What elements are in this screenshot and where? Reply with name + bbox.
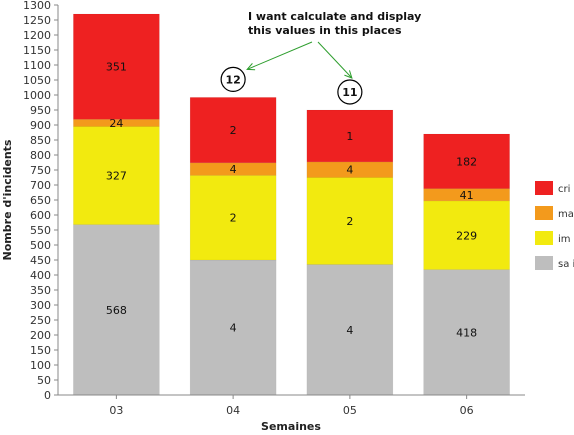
data-label: 24 bbox=[109, 117, 123, 130]
arrow-head bbox=[344, 70, 353, 79]
annotation: I want calculate and display this values… bbox=[246, 10, 421, 79]
total-label: 12 bbox=[225, 73, 240, 86]
bar-segment bbox=[189, 97, 277, 164]
legend-label: ma bbox=[558, 209, 574, 220]
x-tick-label: 06 bbox=[460, 404, 474, 417]
data-label: 4 bbox=[346, 164, 353, 177]
legend-swatch bbox=[535, 206, 553, 220]
bar-segment bbox=[306, 264, 394, 396]
y-tick-label: 1250 bbox=[23, 14, 51, 27]
y-tick-label: 1200 bbox=[23, 29, 51, 42]
y-tick-label: 800 bbox=[30, 149, 51, 162]
y-tick-label: 200 bbox=[30, 329, 51, 342]
legend-label: im bbox=[558, 234, 571, 245]
total-circle bbox=[220, 66, 246, 93]
bar-segment bbox=[189, 259, 277, 396]
y-tick-label: 300 bbox=[30, 299, 51, 312]
data-label: 4 bbox=[346, 324, 353, 337]
x-tick-label: 03 bbox=[109, 404, 123, 417]
y-tick-label: 100 bbox=[30, 359, 51, 372]
y-tick-label: 350 bbox=[30, 284, 51, 297]
legend-swatch bbox=[535, 181, 553, 195]
y-tick-label: 450 bbox=[30, 254, 51, 267]
data-label: 4 bbox=[230, 163, 237, 176]
axes: 0501001502002503003504004505005506006507… bbox=[23, 0, 525, 417]
y-tick-label: 950 bbox=[30, 104, 51, 117]
bar-segment bbox=[189, 175, 277, 261]
x-axis-title: Semaines bbox=[261, 420, 321, 433]
bar-segment bbox=[423, 133, 510, 189]
total-label: 11 bbox=[342, 86, 357, 99]
legend-label: sa im bbox=[558, 259, 574, 270]
data-label: 41 bbox=[460, 189, 474, 202]
arrow-head bbox=[246, 63, 256, 71]
total-markers: 12 11 bbox=[220, 66, 363, 105]
data-label: 568 bbox=[106, 304, 127, 317]
y-axis-title: Nombre d'incidents bbox=[1, 139, 14, 260]
data-label: 229 bbox=[456, 229, 477, 242]
data-label: 4 bbox=[230, 322, 237, 335]
y-tick-label: 1300 bbox=[23, 0, 51, 12]
bar-stack-06: 418 229 41 182 bbox=[423, 133, 510, 396]
annotation-line-1: I want calculate and display bbox=[248, 10, 421, 23]
total-circle bbox=[337, 79, 363, 105]
y-tick-label: 400 bbox=[30, 269, 51, 282]
bar-stack-05: 4 2 4 1 bbox=[306, 109, 394, 396]
annotation-arrow bbox=[246, 41, 313, 70]
data-label: 418 bbox=[456, 326, 477, 339]
data-label: 2 bbox=[346, 215, 353, 228]
y-tick-label: 750 bbox=[30, 164, 51, 177]
bar-segment bbox=[306, 177, 394, 265]
y-tick-label: 1000 bbox=[23, 89, 51, 102]
annotation-arrow bbox=[317, 41, 353, 79]
y-tick-label: 850 bbox=[30, 134, 51, 147]
y-tick-label: 900 bbox=[30, 119, 51, 132]
legend-swatch bbox=[535, 256, 553, 270]
y-tick-label: 150 bbox=[30, 344, 51, 357]
annotation-line-2: this values in this places bbox=[248, 24, 402, 37]
data-label: 182 bbox=[456, 155, 477, 168]
y-tick-label: 700 bbox=[30, 179, 51, 192]
bar-stack-04: 4 2 4 2 bbox=[189, 97, 277, 396]
y-tick-label: 250 bbox=[30, 314, 51, 327]
bar-segment bbox=[73, 126, 160, 225]
data-label: 1 bbox=[346, 130, 353, 143]
y-tick-label: 650 bbox=[30, 194, 51, 207]
y-tick-label: 50 bbox=[37, 374, 51, 387]
bar-segment bbox=[73, 224, 160, 396]
data-label: 327 bbox=[106, 170, 127, 183]
legend: cri ma ma im sa im bbox=[535, 181, 574, 270]
x-tick-label: 05 bbox=[343, 404, 357, 417]
bar-segment bbox=[73, 13, 160, 120]
y-tick-label: 600 bbox=[30, 209, 51, 222]
y-tick-label: 1100 bbox=[23, 59, 51, 72]
bar-stack-03: 568 327 24 351 bbox=[73, 13, 160, 396]
y-tick-label: 550 bbox=[30, 224, 51, 237]
data-label: 351 bbox=[106, 61, 127, 74]
y-tick-label: 1150 bbox=[23, 44, 51, 57]
bar-segment bbox=[423, 200, 510, 270]
y-tick-label: 500 bbox=[30, 239, 51, 252]
data-label: 2 bbox=[230, 212, 237, 225]
data-label: 2 bbox=[230, 124, 237, 137]
x-tick-label: 04 bbox=[226, 404, 240, 417]
y-tick-label: 0 bbox=[44, 389, 51, 402]
bar-segment bbox=[306, 109, 394, 163]
legend-label: cri ma bbox=[558, 184, 574, 195]
y-tick-label: 1050 bbox=[23, 74, 51, 87]
legend-swatch bbox=[535, 231, 553, 245]
bar-segment bbox=[423, 269, 510, 396]
